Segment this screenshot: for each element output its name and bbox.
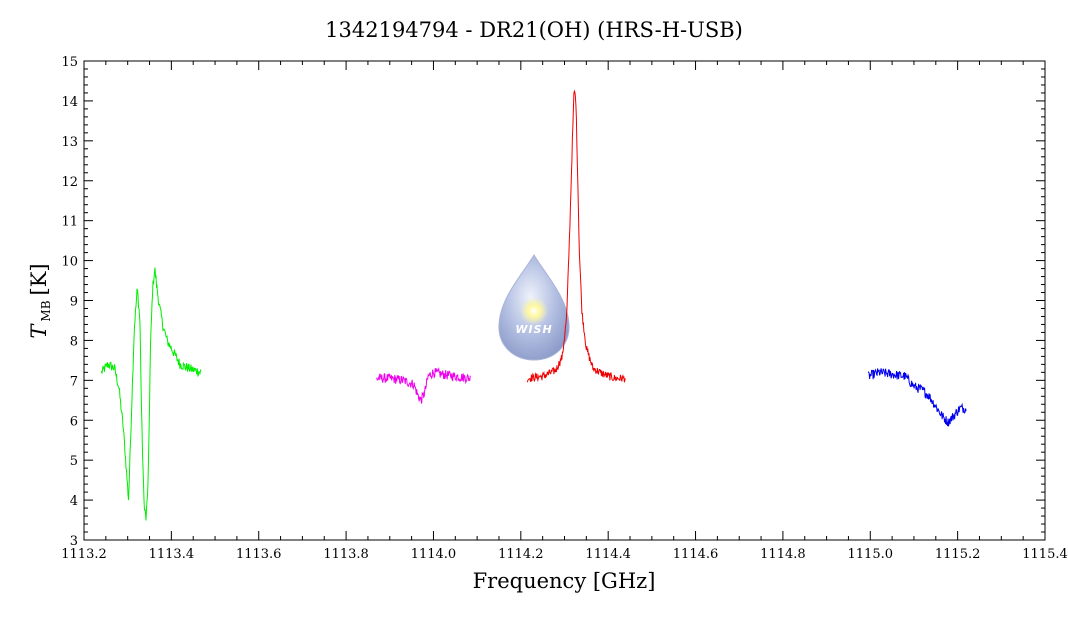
x-tick-label: 1113.2 <box>61 547 107 562</box>
y-axis: 3 4 5 6 7 8 9 10 11 12 13 14 15 <box>61 55 1045 549</box>
y-tick-label: 6 <box>70 414 78 429</box>
x-tick-label: 1113.8 <box>323 547 369 562</box>
y-tick-label: 14 <box>61 95 78 110</box>
wish-logo: WISH <box>498 254 570 361</box>
y-tick-label: 12 <box>61 175 78 190</box>
y-tick-label: 5 <box>70 454 78 469</box>
y-tick-label: 3 <box>70 534 78 549</box>
plot-frame <box>83 60 1046 541</box>
svg-text:TMB[K]: T MB [K] <box>27 263 53 338</box>
x-tick-label: 1114.4 <box>585 547 631 562</box>
x-tick-label: 1114.8 <box>760 547 806 562</box>
x-tick-label: 1113.6 <box>236 547 282 562</box>
spectrum-magenta <box>376 366 471 404</box>
y-tick-label: 4 <box>70 494 78 509</box>
series-layer <box>101 89 967 521</box>
x-tick-label: 1114.2 <box>498 547 544 562</box>
y-axis-title-main: T <box>27 323 51 339</box>
star-glow-icon <box>520 297 548 325</box>
y-tick-label: 8 <box>70 334 78 349</box>
spectrum-blue <box>867 368 967 427</box>
spectrum-green <box>101 267 202 521</box>
y-axis-title: T MB [K] <box>27 263 53 338</box>
spectrum-red <box>526 89 626 383</box>
y-tick-label: 15 <box>61 55 78 70</box>
x-tick-label: 1115.4 <box>1022 547 1068 562</box>
chart-title: 1342194794 - DR21(OH) (HRS-H-USB) <box>325 18 743 42</box>
logo-label: WISH <box>515 323 552 336</box>
x-tick-label: 1113.4 <box>149 547 195 562</box>
y-tick-label: 10 <box>61 255 78 270</box>
y-axis-title-sub: MB <box>39 300 53 321</box>
x-tick-label: 1115.2 <box>935 547 981 562</box>
x-tick-label: 1115.0 <box>848 547 894 562</box>
y-tick-label: 7 <box>70 374 78 389</box>
x-axis-title: Frequency [GHz] <box>473 569 656 593</box>
y-tick-label: 13 <box>61 135 78 150</box>
x-tick-label: 1114.6 <box>673 547 719 562</box>
x-axis: 1113.2 1113.4 1113.6 1113.8 1114.0 1114.2 1114… <box>61 61 1068 562</box>
y-axis-title-unit: [K] <box>27 263 51 295</box>
x-tick-label: 1114.0 <box>411 547 457 562</box>
y-tick-label: 9 <box>70 295 78 310</box>
y-tick-label: 11 <box>61 215 78 230</box>
